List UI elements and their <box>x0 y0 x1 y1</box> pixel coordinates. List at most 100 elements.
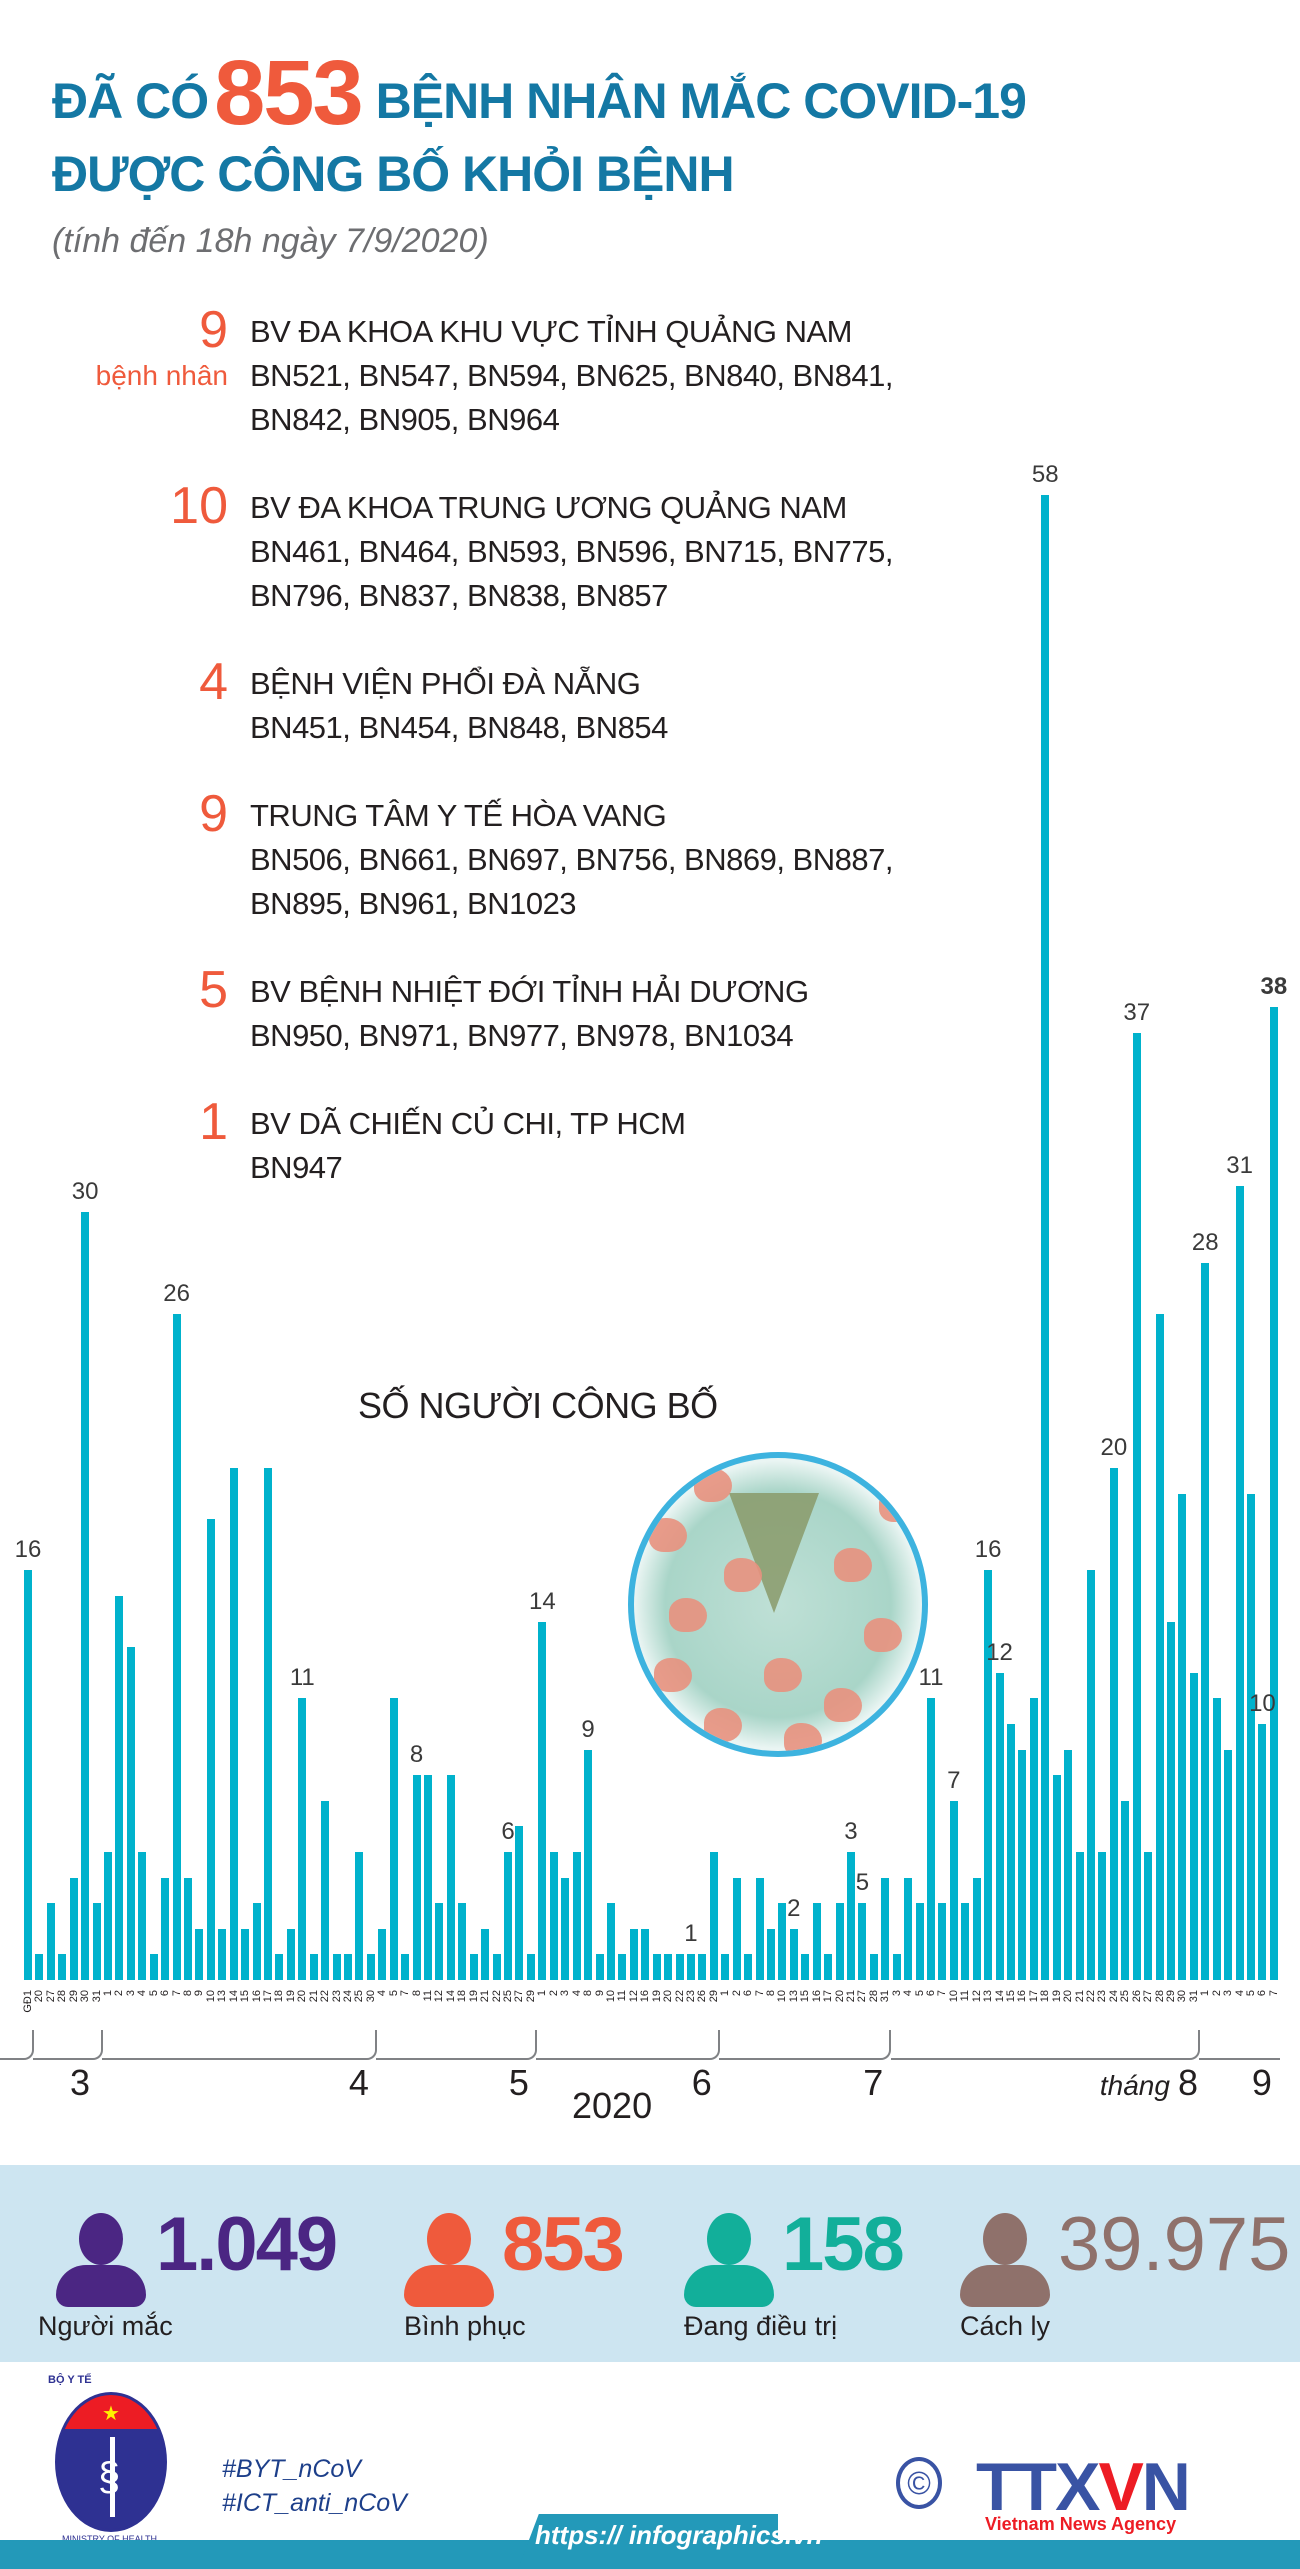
chart-bar <box>915 1903 924 1980</box>
website-link[interactable]: https:// infographics.vn <box>535 2520 823 2550</box>
footer: BỘ Y TẾ ★ § MINISTRY OF HEALTH #BYT_nCoV… <box>0 2362 1300 2569</box>
x-tick-label: 1 <box>536 1990 549 1997</box>
month-label: 4 <box>348 2062 369 2103</box>
chart-bar <box>1075 1852 1084 1980</box>
hospital-name: BỆNH VIỆN PHỔI ĐÀ NẴNG <box>250 666 641 701</box>
x-tick-label: 1 <box>102 1990 114 1997</box>
x-tick-label: 25 <box>502 1990 515 2003</box>
x-tick-label: 7 <box>399 1990 412 1997</box>
hashtag: #ICT_anti_nCoV <box>222 2489 407 2517</box>
chart-bar <box>926 1698 935 1980</box>
chart-bar <box>104 1852 112 1980</box>
title-line2: ĐƯỢC CÔNG BỐ KHỎI BỆNH <box>52 146 735 202</box>
chart-bar <box>675 1954 684 1980</box>
hospital-name: BV BỆNH NHIỆT ĐỚI TỈNH HẢI DƯƠNG <box>250 974 809 1009</box>
x-tick-label: 22 <box>490 1990 503 2003</box>
x-tick-label: 19 <box>467 1990 480 2003</box>
chart-bar <box>961 1903 970 1980</box>
hospital-list: 9 bệnh nhân BV ĐA KHOA KHU VỰC TỈNH QUẢN… <box>60 304 900 1234</box>
stat-value: 39.975 <box>1058 2202 1291 2287</box>
chart-bar <box>46 1903 55 1980</box>
x-tick-label: 13 <box>216 1990 229 2003</box>
chart-bar <box>252 1903 261 1980</box>
x-tick-label: 3 <box>559 1990 572 1997</box>
chart-bar <box>1109 1468 1118 1980</box>
x-tick-label: 26 <box>696 1990 709 2003</box>
chart-bar <box>492 1954 501 1980</box>
stat-value: 853 <box>502 2202 625 2287</box>
virus-spike-icon <box>864 1618 902 1652</box>
chart-bar <box>1189 1672 1198 1980</box>
patient-ids: BN950, BN971, BN977, BN978, BN1034 <box>250 1018 794 1053</box>
x-tick-label: 30 <box>364 1990 377 2003</box>
stat-label: Bình phục <box>404 2311 526 2341</box>
chart-bar <box>241 1928 250 1980</box>
chart-bar <box>309 1954 318 1980</box>
hospital-item: 5 BV BỆNH NHIỆT ĐỚI TỈNH HẢI DƯƠNG BN950… <box>60 964 900 1058</box>
chart-bar <box>778 1903 787 1980</box>
x-tick-label: 2 <box>1210 1990 1223 1997</box>
chart-bar <box>1029 1698 1038 1980</box>
x-tick-label: 29 <box>524 1990 537 2003</box>
hospital-count: 5 <box>199 961 228 1019</box>
person-icon <box>404 2213 494 2308</box>
stats-bar: 1.049 Người mắc 853 Bình phục 158 Đang đ… <box>0 2165 1300 2362</box>
hashtags: #BYT_nCoV #ICT_anti_nCoV <box>222 2452 407 2520</box>
bar-value-label: 37 <box>1123 998 1151 1026</box>
x-tick-label: 18 <box>1039 1990 1052 2003</box>
stat-label: Cách ly <box>960 2311 1051 2341</box>
chart-bar <box>1201 1263 1210 1980</box>
virus-spike-icon <box>694 1468 732 1502</box>
x-tick-label: 14 <box>444 1990 457 2003</box>
x-tick-label: 20 <box>296 1990 309 2003</box>
snake-icon: § <box>98 2455 121 2499</box>
x-tick-label: 7 <box>753 1990 766 1997</box>
hospital-name: TRUNG TÂM Y TẾ HÒA VANG <box>250 798 667 833</box>
x-tick-label: 1 <box>719 1990 732 1997</box>
chart-bar <box>515 1826 524 1980</box>
chart-bar <box>298 1698 307 1980</box>
x-tick-label: 5 <box>913 1990 926 1997</box>
bar-value-label: 8 <box>409 1741 424 1769</box>
chart-bar <box>938 1903 947 1980</box>
x-tick-label: 20 <box>1062 1990 1075 2003</box>
x-tick-label: 25 <box>353 1990 366 2003</box>
chart-bar <box>789 1928 798 1980</box>
chart-bar <box>229 1468 238 1980</box>
chart-bar <box>58 1954 67 1980</box>
x-tick-label: 21 <box>479 1990 492 2003</box>
x-tick-label: 15 <box>239 1990 252 2003</box>
x-tick-label: 11 <box>616 1990 629 2002</box>
x-tick-label: 5 <box>147 1990 160 1997</box>
chart-bar <box>355 1852 364 1980</box>
virus-cross-section <box>729 1493 819 1613</box>
x-tick-label: 4 <box>136 1990 149 1997</box>
virus-spike-icon <box>879 1488 917 1522</box>
x-tick-label: 21 <box>307 1990 320 2003</box>
x-tick-label: 16 <box>810 1990 823 2003</box>
x-tick-label: 23 <box>1096 1990 1109 2003</box>
chart-bar <box>1167 1621 1175 1980</box>
x-tick-label: 10 <box>947 1990 960 2003</box>
chart-year-label: 2020 <box>572 2085 653 2126</box>
chart-bar <box>1178 1493 1187 1980</box>
x-tick-label: 24 <box>1107 1990 1120 2003</box>
bar-value-label: 1 <box>684 1920 698 1948</box>
patient-ids: BN796, BN837, BN838, BN857 <box>250 578 668 613</box>
chart-bar <box>869 1954 878 1980</box>
x-tick-label: 6 <box>924 1990 937 1997</box>
x-tick-label: 15 <box>1004 1990 1017 2003</box>
virus-spike-icon <box>784 1723 822 1751</box>
chart-bar <box>149 1954 158 1980</box>
patient-ids: BN461, BN464, BN593, BN596, BN715, BN775… <box>250 534 893 569</box>
bar-value-label: 2 <box>787 1894 801 1922</box>
hospital-name: BV ĐA KHOA KHU VỰC TỈNH QUẢNG NAM <box>250 314 852 349</box>
chart-bar <box>458 1903 467 1980</box>
copyright-icon: © <box>896 2457 942 2509</box>
x-tick-label: 5 <box>1245 1990 1257 1997</box>
chart-bar <box>286 1928 295 1980</box>
hospital-item: 1 BV DÃ CHIẾN CỦ CHI, TP HCM BN947 <box>60 1096 900 1190</box>
x-tick-label: 25 <box>1119 1990 1132 2003</box>
x-tick-label: 12 <box>970 1990 983 2003</box>
person-icon <box>56 2213 146 2308</box>
